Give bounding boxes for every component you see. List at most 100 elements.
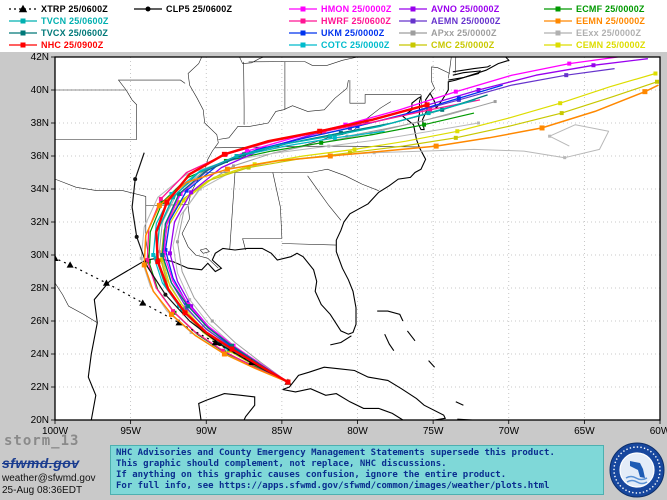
legend-swatch-square-icon bbox=[399, 18, 427, 23]
lon-tick-label: 80W bbox=[347, 426, 368, 434]
legend-label: XTRP 25/0600Z bbox=[41, 3, 108, 14]
legend-label: NHC 25/0900Z bbox=[41, 39, 104, 50]
legend-label: TVCN 25/0600Z bbox=[41, 15, 109, 26]
track-map-svg: 20N 22N 24N 26N 28N 30N 32N 34N 36N 38N 40N 42N 100W… bbox=[31, 52, 667, 437]
legend-entry: EEMN 25/0000Z bbox=[543, 15, 646, 26]
storm-id-label: storm_13 bbox=[4, 433, 80, 449]
lat-tick-label: 26N bbox=[31, 316, 49, 327]
lat-tick-label: 42N bbox=[31, 52, 49, 63]
legend-column: ECMF 25/0000Z EEMN 25/0000Z EExx 25/0000Z C… bbox=[543, 3, 646, 50]
coastline bbox=[428, 360, 436, 368]
coastline bbox=[448, 70, 482, 81]
legend-entry: COTC 25/0000Z bbox=[288, 39, 392, 50]
state-border bbox=[429, 66, 450, 94]
legend-swatch-triangle-icon bbox=[9, 4, 37, 12]
legend-column: AVNO 25/0000Z AEMN 25/0000Z APxx 25/0000Z C… bbox=[398, 3, 501, 50]
state-border bbox=[242, 238, 246, 251]
legend-entry: TVCX 25/0600Z bbox=[8, 27, 109, 38]
state-border bbox=[292, 168, 379, 191]
legend-swatch-square-icon bbox=[544, 6, 572, 11]
legend-entry: XTRP 25/0600Z bbox=[8, 3, 109, 14]
state-border bbox=[307, 175, 342, 221]
legend-label: HMON 25/0000Z bbox=[321, 3, 392, 14]
state-border bbox=[239, 57, 264, 64]
coastline bbox=[198, 393, 256, 420]
legend-swatch-square-icon bbox=[9, 30, 37, 35]
lat-tick-label: 20N bbox=[31, 415, 49, 426]
lat-tick-label: 38N bbox=[31, 118, 49, 129]
state-border bbox=[55, 282, 98, 323]
model-tracks bbox=[55, 57, 659, 385]
legend-entry: APxx 25/0000Z bbox=[398, 27, 501, 38]
axis-labels: 20N 22N 24N 26N 28N 30N 32N 34N 36N 38N 40N 42N 100W… bbox=[31, 52, 667, 437]
legend-swatch-circle-icon bbox=[134, 6, 162, 11]
legend-label: CLP5 25/0600Z bbox=[166, 3, 233, 14]
lon-tick-label: 90W bbox=[196, 426, 217, 434]
state-border bbox=[454, 57, 457, 74]
legend-entry: AEMN 25/0000Z bbox=[398, 15, 501, 26]
legend-swatch-square-icon bbox=[9, 18, 37, 23]
legend-swatch-square-icon bbox=[544, 42, 572, 47]
state-border bbox=[229, 172, 236, 251]
legend-swatch-square-icon bbox=[399, 6, 427, 11]
lat-tick-label: 28N bbox=[31, 283, 49, 294]
lat-tick-label: 34N bbox=[31, 184, 49, 195]
legend-label: COTC 25/0000Z bbox=[321, 39, 390, 50]
legend-label: APxx 25/0000Z bbox=[431, 27, 497, 38]
track-NHC bbox=[155, 102, 430, 385]
track-map: 20N 22N 24N 26N 28N 30N 32N 34N 36N 38N 40N 42N 100W… bbox=[0, 52, 667, 437]
legend-label: EEMN 25/0000Z bbox=[576, 15, 646, 26]
legend-entry: CLP5 25/0600Z bbox=[133, 3, 232, 14]
legend-label: TVCX 25/0600Z bbox=[41, 27, 109, 38]
legend-swatch-square-icon bbox=[399, 30, 427, 35]
legend-entry: HWRF 25/0600Z bbox=[288, 15, 392, 26]
legend-swatch-square-icon bbox=[289, 6, 317, 11]
state-border bbox=[181, 57, 219, 269]
disclaimer-line disclaimer-url: For full info, see https://apps.sfwmd.go… bbox=[116, 481, 550, 491]
state-border bbox=[349, 80, 421, 104]
legend-column: CLP5 25/0600Z bbox=[133, 3, 232, 14]
legend-label: AEMN 25/0000Z bbox=[431, 15, 501, 26]
legend-entry: ECMF 25/0000Z bbox=[543, 3, 646, 14]
legend-entry: TVCN 25/0600Z bbox=[8, 15, 109, 26]
model-legend: XTRP 25/0600Z TVCN 25/0600Z TVCX 25/0600Z N… bbox=[0, 0, 667, 52]
state-border bbox=[243, 61, 245, 125]
lon-tick-label: 65W bbox=[574, 426, 595, 434]
legend-swatch-square-icon bbox=[289, 42, 317, 47]
coastline bbox=[377, 310, 404, 322]
legend-label: AVNO 25/0000Z bbox=[431, 3, 500, 14]
state-border bbox=[272, 172, 283, 239]
coastline bbox=[455, 401, 464, 406]
legend-label: EExx 25/0000Z bbox=[576, 27, 642, 38]
state-border bbox=[199, 248, 210, 254]
sfwmd-seal-logo bbox=[609, 442, 665, 498]
coastline bbox=[452, 64, 491, 73]
legend-entry: CEMN 25/0000Z bbox=[543, 39, 646, 50]
legend-entry: EExx 25/0000Z bbox=[543, 27, 646, 38]
disclaimer-line: NHC Advisories and County Emergency Mana… bbox=[116, 448, 555, 458]
legend-entry: HMON 25/0000Z bbox=[288, 3, 392, 14]
lat-tick-label: 30N bbox=[31, 250, 49, 261]
legend-label: CMC 25/0000Z bbox=[431, 39, 495, 50]
plot-border bbox=[54, 56, 661, 421]
coastline bbox=[282, 366, 447, 420]
lon-tick-label: 100W bbox=[42, 426, 69, 434]
sfwmd-logo-text: sfwmd.gov bbox=[2, 455, 80, 471]
legend-label: ECMF 25/0000Z bbox=[576, 3, 645, 14]
legend-swatch-square-icon bbox=[9, 42, 37, 47]
legend-entry: AVNO 25/0000Z bbox=[398, 3, 501, 14]
footer: storm_13 sfwmd.gov weather@sfwmd.gov 25-… bbox=[0, 433, 667, 500]
state-border bbox=[281, 243, 337, 246]
lon-tick-label: 75W bbox=[423, 426, 444, 434]
issue-timestamp: 25-Aug 08:36EDT bbox=[2, 485, 83, 496]
lon-tick-label: 95W bbox=[120, 426, 141, 434]
legend-column: HMON 25/0000Z HWRF 25/0600Z UKM 25/0000Z CO… bbox=[288, 3, 392, 50]
coastline bbox=[330, 335, 352, 346]
coastline bbox=[384, 333, 395, 352]
state-border bbox=[304, 57, 358, 66]
lon-tick-label: 85W bbox=[272, 426, 293, 434]
state-border bbox=[55, 178, 146, 197]
lat-tick-label: 32N bbox=[31, 217, 49, 228]
legend-swatch-square-icon bbox=[289, 18, 317, 23]
